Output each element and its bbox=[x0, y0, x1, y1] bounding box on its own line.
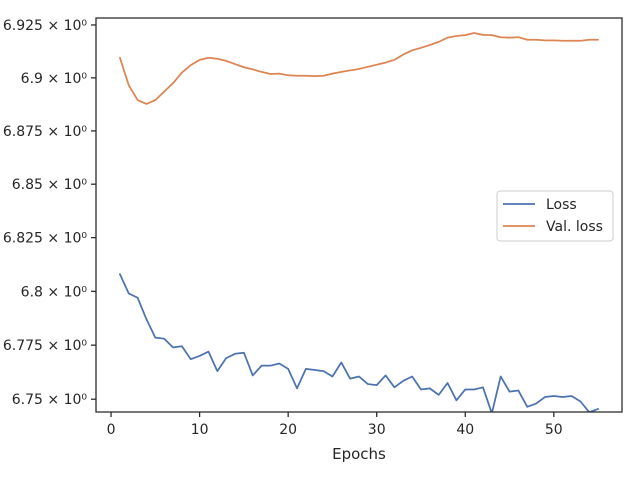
x-axis-ticks: 0 10 20 30 40 50 bbox=[107, 412, 563, 438]
series-layer bbox=[119, 32, 599, 412]
series-line-loss bbox=[119, 273, 599, 412]
y-tick-label: 6.9 × 10⁰ bbox=[21, 71, 88, 87]
y-tick-label: 6.8 × 10⁰ bbox=[21, 284, 88, 300]
y-tick-label: 6.85 × 10⁰ bbox=[12, 177, 88, 193]
y-axis-ticks: 6.75 × 10⁰ 6.775 × 10⁰ 6.8 × 10⁰ 6.825 × 10… bbox=[3, 18, 96, 408]
x-tick-label: 50 bbox=[545, 422, 563, 438]
x-tick-label: 30 bbox=[368, 422, 386, 438]
series-line-val-loss bbox=[119, 32, 599, 105]
y-tick-label: 6.875 × 10⁰ bbox=[3, 124, 88, 140]
x-tick-label: 0 bbox=[107, 422, 116, 438]
x-tick-label: 10 bbox=[191, 422, 209, 438]
legend: Loss Val. loss bbox=[496, 190, 614, 242]
legend-label-val-loss: Val. loss bbox=[546, 219, 603, 235]
y-tick-label: 6.75 × 10⁰ bbox=[12, 392, 88, 408]
x-tick-label: 40 bbox=[456, 422, 474, 438]
x-tick-label: 20 bbox=[279, 422, 297, 438]
y-tick-label: 6.925 × 10⁰ bbox=[3, 18, 88, 34]
axes-frame bbox=[95, 17, 623, 413]
y-tick-label: 6.775 × 10⁰ bbox=[3, 338, 88, 354]
y-tick-label: 6.825 × 10⁰ bbox=[3, 231, 88, 247]
legend-label-loss: Loss bbox=[546, 197, 577, 213]
x-axis-label: Epochs bbox=[332, 445, 386, 463]
